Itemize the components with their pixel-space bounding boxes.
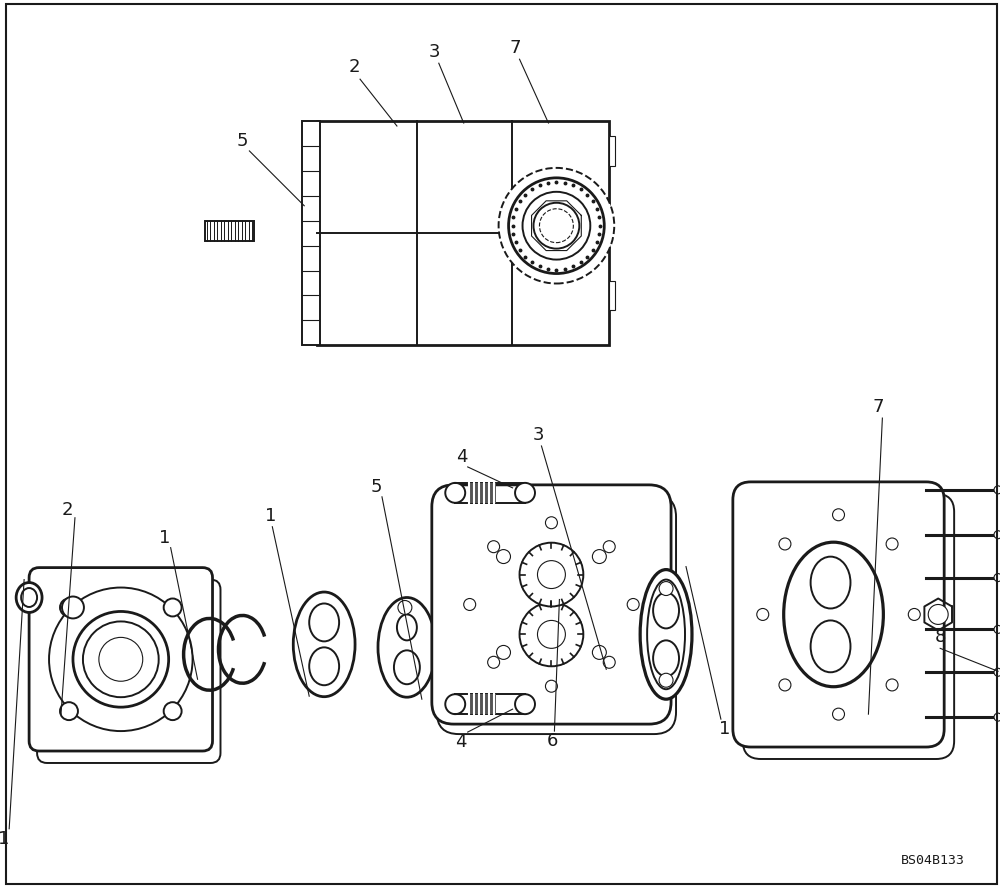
Circle shape — [164, 702, 182, 720]
Circle shape — [545, 517, 557, 528]
Circle shape — [523, 192, 590, 259]
Circle shape — [164, 599, 182, 616]
Circle shape — [833, 509, 844, 520]
Circle shape — [62, 597, 84, 618]
Circle shape — [592, 646, 606, 660]
Circle shape — [488, 541, 500, 552]
Circle shape — [60, 702, 78, 720]
Text: 5: 5 — [237, 132, 248, 150]
Text: 1: 1 — [0, 829, 9, 848]
Circle shape — [886, 538, 898, 550]
Circle shape — [520, 602, 583, 666]
Bar — [609, 136, 615, 166]
Circle shape — [49, 588, 193, 731]
FancyBboxPatch shape — [432, 485, 671, 724]
Text: 1: 1 — [719, 720, 731, 738]
FancyBboxPatch shape — [733, 482, 944, 747]
Circle shape — [908, 608, 920, 621]
Ellipse shape — [811, 557, 850, 608]
Ellipse shape — [640, 569, 692, 699]
Bar — [609, 281, 615, 311]
Ellipse shape — [994, 669, 1000, 677]
Circle shape — [464, 599, 476, 610]
Ellipse shape — [293, 592, 355, 697]
Circle shape — [533, 202, 579, 249]
Ellipse shape — [653, 640, 679, 677]
Circle shape — [83, 622, 159, 697]
Circle shape — [886, 679, 898, 691]
Circle shape — [627, 599, 639, 610]
Text: 3: 3 — [429, 44, 441, 61]
Ellipse shape — [994, 574, 1000, 582]
Text: 6: 6 — [547, 732, 558, 750]
Bar — [468, 483, 496, 503]
Circle shape — [928, 605, 948, 624]
Circle shape — [603, 541, 615, 552]
Text: 4: 4 — [455, 733, 466, 751]
Circle shape — [488, 656, 500, 669]
Ellipse shape — [994, 713, 1000, 721]
Ellipse shape — [515, 483, 535, 503]
Circle shape — [592, 550, 606, 564]
Circle shape — [659, 582, 673, 596]
Ellipse shape — [309, 604, 339, 641]
Text: 1: 1 — [159, 528, 170, 547]
Circle shape — [603, 656, 615, 669]
Circle shape — [509, 178, 604, 274]
Ellipse shape — [16, 583, 42, 613]
Ellipse shape — [994, 486, 1000, 494]
Ellipse shape — [515, 694, 535, 714]
Bar — [317, 121, 609, 345]
Circle shape — [60, 599, 78, 616]
Circle shape — [659, 673, 673, 687]
Ellipse shape — [397, 614, 417, 640]
Text: 2: 2 — [61, 501, 73, 519]
Ellipse shape — [653, 592, 679, 629]
Text: 3: 3 — [533, 426, 544, 444]
Circle shape — [520, 543, 583, 607]
Circle shape — [99, 638, 143, 681]
Circle shape — [73, 612, 169, 707]
Circle shape — [497, 646, 510, 660]
Text: 7: 7 — [510, 39, 521, 57]
Ellipse shape — [445, 483, 465, 503]
Bar — [468, 694, 496, 714]
Circle shape — [757, 608, 769, 621]
Circle shape — [537, 621, 565, 648]
Ellipse shape — [394, 650, 420, 685]
Ellipse shape — [811, 621, 850, 672]
Text: 5: 5 — [370, 478, 382, 496]
Circle shape — [779, 679, 791, 691]
Circle shape — [499, 168, 614, 283]
Text: 1: 1 — [265, 507, 276, 525]
Circle shape — [779, 538, 791, 550]
Text: 8: 8 — [935, 629, 946, 646]
Text: 2: 2 — [348, 59, 360, 76]
Circle shape — [398, 600, 412, 614]
FancyBboxPatch shape — [29, 567, 213, 751]
Ellipse shape — [647, 580, 685, 689]
FancyBboxPatch shape — [437, 495, 676, 734]
Bar — [302, 121, 320, 345]
Circle shape — [497, 550, 510, 564]
Circle shape — [545, 680, 557, 693]
Text: BS04B133: BS04B133 — [901, 854, 965, 868]
Ellipse shape — [445, 694, 465, 714]
Circle shape — [833, 708, 844, 720]
Ellipse shape — [309, 647, 339, 686]
FancyBboxPatch shape — [743, 494, 954, 759]
Text: 4: 4 — [456, 448, 467, 466]
Bar — [205, 221, 254, 241]
Ellipse shape — [21, 588, 37, 607]
Circle shape — [537, 560, 565, 589]
Ellipse shape — [994, 531, 1000, 539]
Circle shape — [539, 209, 573, 242]
Text: 7: 7 — [873, 398, 884, 416]
Ellipse shape — [994, 625, 1000, 633]
Ellipse shape — [784, 543, 883, 686]
FancyBboxPatch shape — [37, 580, 220, 763]
Ellipse shape — [378, 598, 436, 697]
